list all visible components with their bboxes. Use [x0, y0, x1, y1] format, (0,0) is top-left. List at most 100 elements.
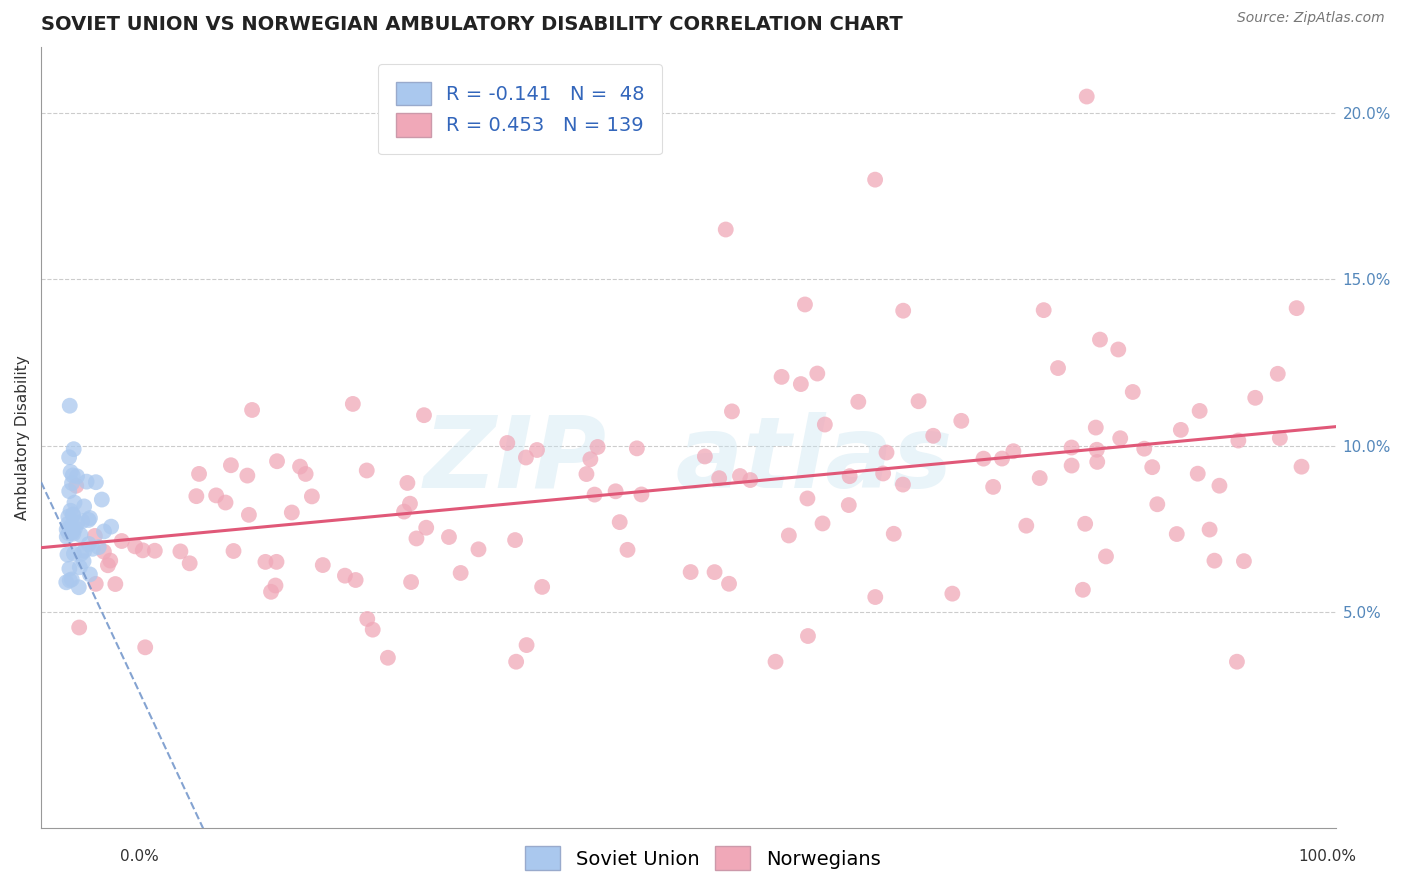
Point [991, 451, 1014, 466]
Point [124, 540, 146, 554]
Point [62, 468, 84, 483]
Point [1085, 442, 1108, 457]
Point [356, 463, 378, 477]
Point [84, 577, 107, 591]
Point [765, 655, 787, 669]
Point [707, 471, 730, 485]
Point [1166, 527, 1188, 541]
Point [941, 587, 963, 601]
Point [1244, 391, 1267, 405]
Point [399, 497, 422, 511]
Point [1047, 361, 1070, 376]
Text: ZIP  atlas: ZIP atlas [423, 412, 953, 509]
Point [1267, 367, 1289, 381]
Point [55, 523, 77, 537]
Point [973, 451, 995, 466]
Point [740, 473, 762, 487]
Point [361, 623, 384, 637]
Point [356, 612, 378, 626]
Point [1285, 301, 1308, 315]
Point [60, 476, 83, 491]
Point [811, 516, 834, 531]
Point [188, 467, 211, 481]
Point [405, 532, 427, 546]
Point [333, 568, 356, 582]
Point [605, 484, 627, 499]
Point [179, 557, 201, 571]
Point [69, 528, 91, 542]
Point [76, 475, 98, 489]
Point [838, 469, 860, 483]
Point [981, 480, 1004, 494]
Point [586, 440, 609, 454]
Point [62, 508, 84, 523]
Point [838, 498, 860, 512]
Point [516, 638, 538, 652]
Point [1060, 458, 1083, 473]
Point [1002, 444, 1025, 458]
Point [79, 567, 101, 582]
Point [205, 488, 228, 502]
Point [58, 562, 80, 576]
Point [415, 521, 437, 535]
Point [222, 544, 245, 558]
Point [60, 525, 83, 540]
Point [1291, 459, 1313, 474]
Point [679, 565, 702, 579]
Point [62, 442, 84, 457]
Point [515, 450, 537, 465]
Point [883, 526, 905, 541]
Point [796, 491, 818, 506]
Point [111, 534, 134, 549]
Point [872, 467, 894, 481]
Point [865, 590, 887, 604]
Point [1084, 420, 1107, 434]
Legend: Soviet Union, Norwegians: Soviet Union, Norwegians [517, 838, 889, 878]
Point [1076, 89, 1098, 103]
Point [254, 555, 277, 569]
Point [703, 565, 725, 579]
Point [93, 544, 115, 558]
Point [134, 640, 156, 655]
Point [806, 367, 828, 381]
Point [1187, 467, 1209, 481]
Point [1028, 471, 1050, 485]
Point [1015, 518, 1038, 533]
Point [62, 526, 84, 541]
Point [72, 554, 94, 568]
Point [505, 655, 527, 669]
Point [58, 450, 80, 465]
Point [531, 580, 554, 594]
Point [1170, 423, 1192, 437]
Point [1142, 460, 1164, 475]
Point [1226, 655, 1249, 669]
Point [1146, 497, 1168, 511]
Point [73, 500, 96, 514]
Point [69, 560, 91, 574]
Point [100, 519, 122, 533]
Point [288, 459, 311, 474]
Point [104, 577, 127, 591]
Point [84, 475, 107, 490]
Point [814, 417, 837, 432]
Point [583, 487, 606, 501]
Point [778, 528, 800, 542]
Point [281, 506, 304, 520]
Point [65, 479, 87, 493]
Point [77, 513, 100, 527]
Point [863, 172, 886, 186]
Point [1032, 303, 1054, 318]
Point [630, 487, 652, 501]
Point [609, 515, 631, 529]
Point [728, 469, 751, 483]
Point [260, 584, 283, 599]
Point [907, 394, 929, 409]
Point [1188, 404, 1211, 418]
Point [413, 408, 436, 422]
Point [93, 524, 115, 539]
Point [1085, 455, 1108, 469]
Point [1268, 431, 1291, 445]
Point [55, 530, 77, 544]
Point [83, 529, 105, 543]
Point [797, 629, 820, 643]
